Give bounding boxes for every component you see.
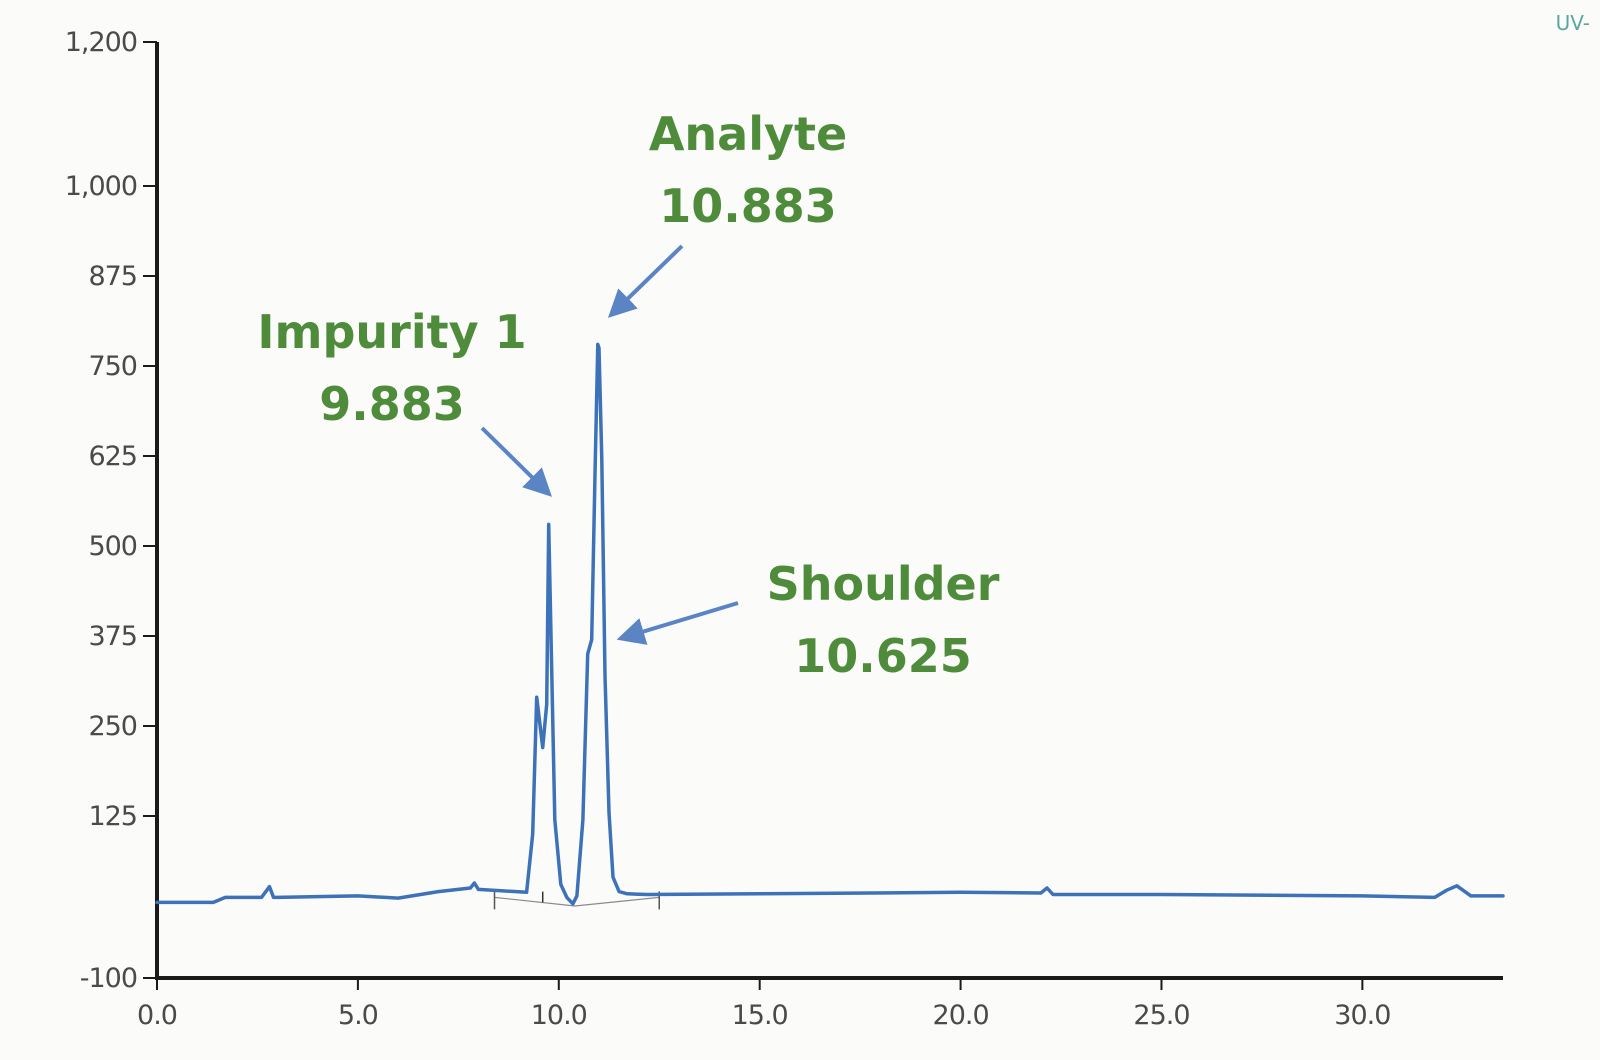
annotation-group: Analyte 10.883 Impurity 1 9.883 Shoulder 10.6… (257, 107, 999, 683)
axes (155, 42, 1503, 980)
tick-group: -100 125 250 375 500 625 750 875 1,000 1,200 0.0 5.… (65, 27, 1392, 1031)
x-tick-label: 25.0 (1133, 1000, 1189, 1031)
y-tick-label: 625 (88, 441, 137, 472)
annotation-arrow (480, 426, 552, 497)
x-tick-label: 30.0 (1334, 1000, 1390, 1031)
peak-annotation: Shoulder 10.625 (616, 557, 1000, 683)
y-tick-label: 500 (88, 531, 137, 562)
annotation-retention-time: 9.883 (319, 377, 465, 431)
chromatogram-trace (155, 342, 1505, 906)
annotation-name: Analyte (649, 107, 847, 161)
x-tick-label: 5.0 (338, 1000, 378, 1031)
series-group (155, 342, 1505, 910)
corner-label: UV- (1556, 11, 1590, 35)
peak-annotation: Analyte 10.883 (607, 107, 847, 318)
y-tick-label: 875 (88, 261, 137, 292)
annotation-name: Impurity 1 (257, 305, 526, 359)
annotation-name: Shoulder (767, 557, 1000, 611)
x-tick-label: 10.0 (531, 1000, 587, 1031)
x-tick-label: 15.0 (732, 1000, 788, 1031)
y-tick-label: 375 (88, 621, 137, 652)
annotation-arrow (616, 601, 739, 645)
integration-baseline (494, 896, 660, 907)
annotation-retention-time: 10.625 (794, 629, 972, 683)
annotation-retention-time: 10.883 (659, 179, 837, 233)
y-tick-label: 750 (88, 351, 137, 382)
y-tick-label: 250 (88, 711, 137, 742)
y-tick-label: 125 (88, 801, 137, 832)
peak-annotation: Impurity 1 9.883 (257, 305, 552, 497)
annotation-arrow (607, 244, 684, 318)
y-tick-label: -100 (80, 963, 137, 994)
x-tick-label: 20.0 (933, 1000, 989, 1031)
y-tick-label: 1,000 (65, 171, 137, 202)
x-tick-label: 0.0 (137, 1000, 177, 1031)
y-tick-label: 1,200 (65, 27, 137, 58)
